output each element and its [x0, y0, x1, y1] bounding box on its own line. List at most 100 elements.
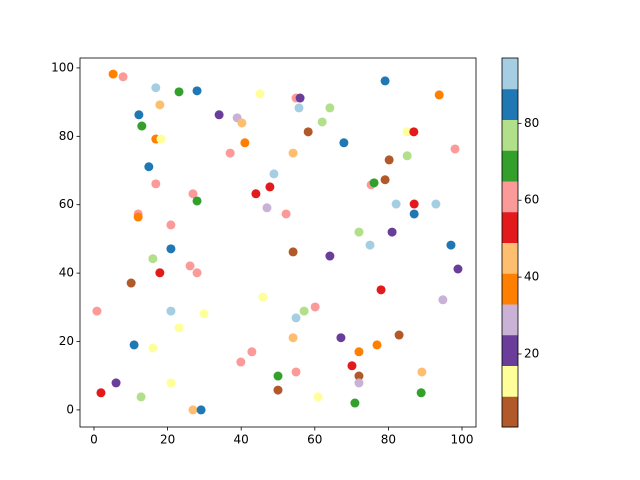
point [336, 333, 346, 343]
point [291, 313, 301, 323]
point [402, 127, 412, 137]
point [174, 87, 184, 97]
point [273, 385, 283, 395]
point [236, 357, 246, 367]
point [148, 343, 158, 353]
point [166, 244, 176, 254]
y-tick-label: 40 [59, 266, 74, 280]
x-tick-label: 0 [90, 433, 98, 447]
point [188, 405, 198, 415]
point [409, 199, 419, 209]
point [325, 251, 335, 261]
point [265, 182, 275, 192]
colorbar-tick-label: 80 [524, 116, 539, 130]
x-tick-label: 100 [451, 433, 474, 447]
y-tick-label: 80 [59, 129, 74, 143]
point [434, 90, 444, 100]
point [295, 93, 305, 103]
point [325, 103, 335, 113]
point [188, 189, 198, 199]
plot-frame [79, 57, 477, 428]
point [225, 148, 235, 158]
point [247, 347, 257, 357]
point [269, 169, 279, 179]
point [317, 117, 327, 127]
point [450, 144, 460, 154]
point [136, 392, 146, 402]
y-tick-label: 100 [51, 60, 74, 74]
point [288, 333, 298, 343]
point [137, 121, 147, 131]
point [294, 103, 304, 113]
point [310, 302, 320, 312]
point [192, 196, 202, 206]
point [148, 254, 158, 264]
point [96, 388, 106, 398]
point [196, 405, 206, 415]
point [156, 134, 166, 144]
x-tick-label: 60 [307, 433, 322, 447]
point [453, 264, 463, 274]
point [240, 138, 250, 148]
colorbar-segment [502, 150, 518, 182]
point [118, 72, 128, 82]
point [288, 148, 298, 158]
point [108, 69, 118, 79]
point [155, 268, 165, 278]
point [446, 240, 456, 250]
point [185, 261, 195, 271]
point [133, 212, 143, 222]
point [199, 309, 209, 319]
point [417, 367, 427, 377]
point [394, 330, 404, 340]
colorbar-frame [501, 57, 519, 428]
colorbar-segment [502, 181, 518, 213]
point [151, 83, 161, 93]
colorbar-segment [502, 211, 518, 243]
point [192, 86, 202, 96]
colorbar-tick-label: 60 [524, 193, 539, 207]
x-tick-label: 80 [381, 433, 396, 447]
point [372, 340, 382, 350]
point [387, 227, 397, 237]
colorbar-segment [502, 58, 518, 90]
colorbar-segment [502, 88, 518, 120]
point [416, 388, 426, 398]
point [347, 361, 357, 371]
colorbar-tick-label: 20 [524, 346, 539, 360]
point [380, 175, 390, 185]
colorbar-segment [502, 334, 518, 366]
point [174, 323, 184, 333]
point [255, 89, 265, 99]
point [391, 199, 401, 209]
point [438, 295, 448, 305]
point [92, 306, 102, 316]
point [354, 378, 364, 388]
colorbar-segment [502, 242, 518, 274]
point [111, 378, 121, 388]
point [192, 268, 202, 278]
point [339, 138, 349, 148]
point [313, 392, 323, 402]
point [258, 292, 268, 302]
point [134, 110, 144, 120]
point [431, 199, 441, 209]
x-tick-label: 20 [160, 433, 175, 447]
point [251, 189, 261, 199]
point [166, 220, 176, 230]
colorbar-segment [502, 304, 518, 336]
colorbar-segment [502, 119, 518, 151]
colorbar-tick-label: 40 [524, 270, 539, 284]
point [299, 306, 309, 316]
point [214, 110, 224, 120]
y-tick-label: 20 [59, 334, 74, 348]
point [129, 340, 139, 350]
y-tick-label: 0 [66, 402, 74, 416]
point [237, 118, 247, 128]
point [281, 209, 291, 219]
point [409, 209, 419, 219]
point [354, 347, 364, 357]
point [384, 155, 394, 165]
point [350, 398, 360, 408]
